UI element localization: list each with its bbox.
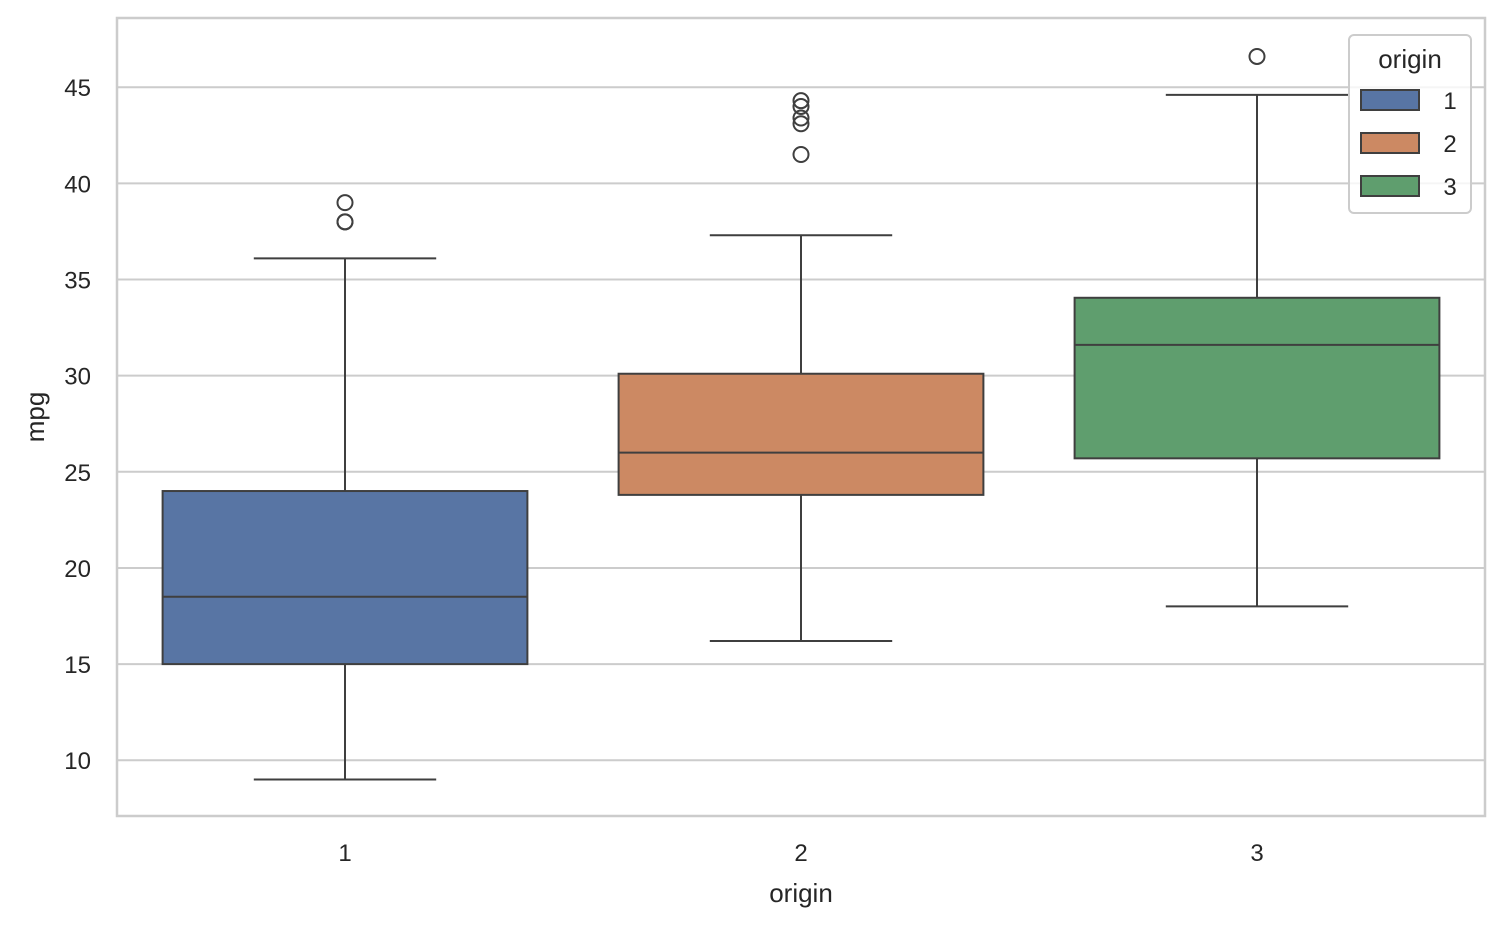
y-tick-label: 30 — [64, 364, 91, 391]
y-tick-label: 25 — [64, 460, 91, 487]
y-tick-label: 10 — [64, 748, 91, 775]
outlier-point — [792, 92, 810, 110]
x-tick-label: 1 — [338, 840, 351, 867]
plot-frame — [115, 16, 1487, 818]
legend-title: origin — [1378, 44, 1442, 74]
box — [617, 372, 985, 496]
legend-frame — [1348, 34, 1472, 214]
legend: origin 1 2 3 — [1348, 34, 1472, 214]
y-tick-label: 35 — [64, 268, 91, 295]
box — [161, 490, 529, 666]
outlier-point — [792, 146, 810, 164]
x-tick-label: 2 — [794, 840, 807, 867]
box-group-1 — [161, 194, 529, 781]
legend-swatch — [1360, 132, 1420, 154]
y-tick-labels: 10 15 20 25 30 35 40 45 — [64, 75, 91, 775]
outlier-point — [792, 109, 810, 127]
box-group-2 — [617, 92, 985, 643]
x-tick-labels: 1 2 3 — [338, 840, 1263, 867]
legend-swatch — [1360, 89, 1420, 111]
x-tick-label: 3 — [1250, 840, 1263, 867]
legend-label: 1 — [1443, 88, 1456, 115]
legend-label: 2 — [1443, 131, 1456, 158]
legend-swatch — [1360, 175, 1420, 197]
x-axis-label: origin — [769, 878, 833, 908]
outlier-point — [336, 194, 354, 212]
outlier-point — [336, 213, 354, 231]
outlier-point — [792, 97, 810, 115]
y-tick-label: 45 — [64, 75, 91, 102]
box — [1073, 296, 1441, 460]
outlier-point — [792, 115, 810, 133]
y-tick-label: 20 — [64, 556, 91, 583]
outlier-point — [1248, 47, 1266, 65]
boxes — [161, 47, 1441, 781]
y-axis-label: mpg — [20, 392, 50, 443]
y-tick-label: 40 — [64, 171, 91, 198]
legend-label: 3 — [1443, 174, 1456, 201]
y-tick-label: 15 — [64, 652, 91, 679]
box-group-3 — [1073, 47, 1441, 608]
